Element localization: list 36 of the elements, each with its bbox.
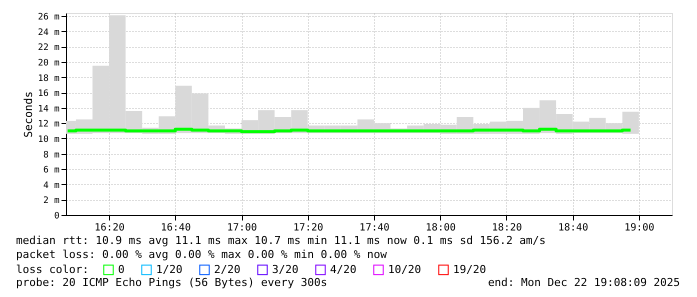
y-tick-label: 4 m xyxy=(43,180,60,191)
y-tick-label: 18 m xyxy=(38,74,60,84)
legend-label: 2/20 xyxy=(214,262,240,276)
x-tick-label: 18:00 xyxy=(426,222,456,234)
y-tick-label: 2 m xyxy=(43,196,60,206)
x-tick-label: 18:20 xyxy=(492,222,522,234)
legend-label: 1/20 xyxy=(156,262,182,276)
x-tick-label: 16:40 xyxy=(160,222,191,234)
legend-label: 3/20 xyxy=(272,262,298,276)
y-tick-label: 10 m xyxy=(38,134,60,145)
y-tick-label: 6 m xyxy=(43,166,60,176)
y-tick-label: 26 m xyxy=(38,12,60,23)
y-tick-label: 24 m xyxy=(38,28,60,38)
y-tick-label: 16 m xyxy=(38,89,60,100)
y-tick-label: 22 m xyxy=(38,43,60,54)
legend-label: 10/20 xyxy=(388,262,422,276)
text: end: Mon Dec 22 19:08:09 2025 xyxy=(488,276,680,289)
y-tick-label: 14 m xyxy=(38,104,60,114)
y-tick-label: 0 xyxy=(54,212,60,222)
y-tick-label: 20 m xyxy=(38,58,60,68)
y-tick-label: 12 m xyxy=(38,120,60,130)
text: probe: 20 ICMP Echo Pings (56 Bytes) every 300s xyxy=(16,276,328,289)
text: median rtt: 10.9 ms avg 11.1 ms max 10.7 ms min 11.1 ms now 0.1 ms sd 156.2 am/s xyxy=(16,234,546,247)
legend-label: 4/20 xyxy=(330,262,356,276)
y-axis-title: Seconds xyxy=(22,91,35,138)
x-tick-label: 19:00 xyxy=(624,222,654,234)
x-tick-label: 16:20 xyxy=(94,222,125,234)
y-tick-label: 8 m xyxy=(43,150,60,160)
x-tick-label: 17:00 xyxy=(226,222,258,234)
x-tick-label: 18:40 xyxy=(558,222,588,234)
legend-title: loss color: xyxy=(16,263,89,276)
legend-label: 0 xyxy=(118,262,125,276)
x-tick-label: 17:20 xyxy=(293,222,324,234)
text: packet loss: 0.00 % avg 0.00 % max 0.00 % min 0.00 % now xyxy=(16,248,388,261)
legend-label: 19/20 xyxy=(453,262,486,276)
x-tick-label: 17:40 xyxy=(359,222,390,234)
